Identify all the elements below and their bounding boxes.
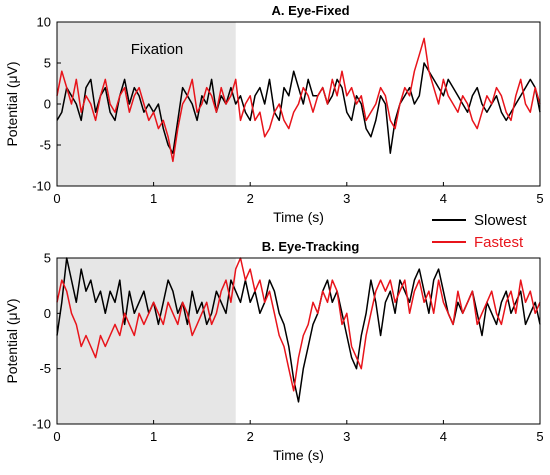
x-tick-label: 1	[150, 429, 157, 444]
fixation-label: Fixation	[131, 41, 184, 58]
chart-title: A. Eye-Fixed	[271, 3, 349, 18]
y-tick-label: 0	[44, 306, 51, 321]
axis-ticks: 0 1 2 3 4 5 -10 -5 0 5	[32, 251, 543, 445]
series-line-fastest	[56, 257, 541, 392]
legend-label-fastest: Fastest	[474, 234, 524, 251]
x-tick-label: 3	[343, 191, 350, 206]
series-line-slowest	[56, 62, 541, 154]
panel-eye-fixed: Fixation 0 1 2 3 4 5 -10 -5 0 5 10 A. Eye-Fixed Ti…	[4, 3, 544, 225]
x-tick-label: 2	[247, 191, 254, 206]
y-tick-label: -5	[39, 361, 51, 376]
x-tick-label: 2	[247, 429, 254, 444]
x-tick-label: 0	[53, 191, 60, 206]
axes-box	[56, 21, 541, 187]
y-axis-label: Potential (μV)	[4, 61, 20, 146]
fixation-shaded-region	[57, 258, 236, 424]
series-lines	[56, 37, 541, 163]
x-tick-label: 4	[440, 191, 447, 206]
series-line-slowest	[56, 257, 541, 403]
x-tick-label: 1	[150, 191, 157, 206]
y-tick-label: 5	[44, 56, 51, 71]
series-lines	[56, 257, 541, 403]
x-tick-label: 5	[536, 191, 543, 206]
x-tick-label: 5	[536, 429, 543, 444]
x-axis-label: Time (s)	[273, 209, 324, 225]
legend: Slowest Fastest	[432, 212, 527, 251]
x-axis-label: Time (s)	[273, 447, 324, 463]
x-tick-label: 4	[440, 429, 447, 444]
panel-eye-tracking: 0 1 2 3 4 5 -10 -5 0 5 B. Eye-Tracking Time (s) P…	[4, 239, 544, 463]
axis-ticks: 0 1 2 3 4 5 -10 -5 0 5 10	[32, 15, 543, 207]
x-tick-label: 0	[53, 429, 60, 444]
y-tick-label: 5	[44, 251, 51, 266]
y-tick-label: 0	[44, 97, 51, 112]
legend-label-slowest: Slowest	[474, 212, 527, 229]
y-tick-label: -10	[32, 417, 51, 432]
series-line-fastest	[56, 37, 541, 163]
x-tick-label: 3	[343, 429, 350, 444]
y-tick-label: 10	[37, 15, 51, 30]
chart-title: B. Eye-Tracking	[262, 239, 360, 254]
axes-box	[56, 257, 541, 425]
y-tick-label: -5	[39, 138, 51, 153]
y-tick-label: -10	[32, 179, 51, 194]
y-axis-label: Potential (μV)	[4, 298, 20, 383]
